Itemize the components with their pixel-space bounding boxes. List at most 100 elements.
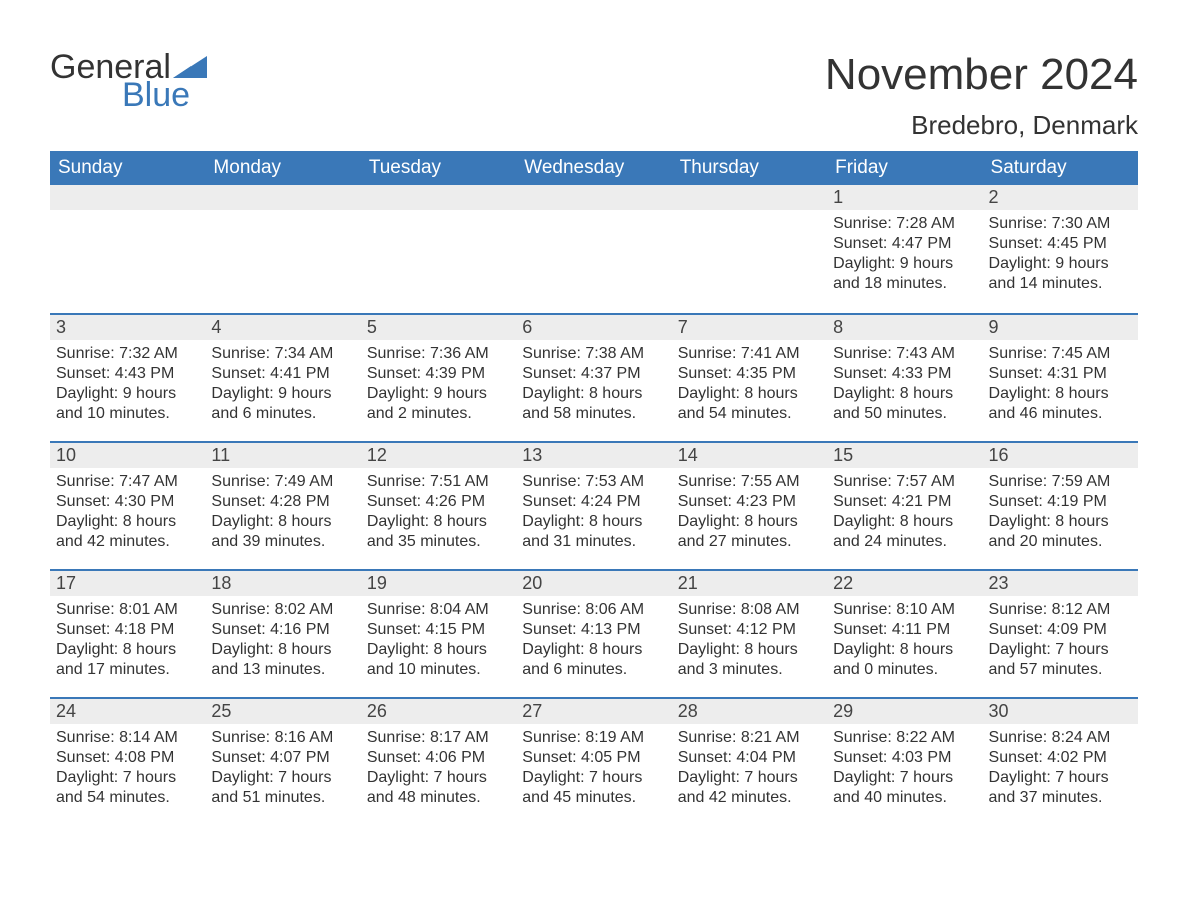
day-daylight2: and 20 minutes. [989, 532, 1132, 552]
day-number: 10 [50, 441, 205, 468]
calendar-cell: 26Sunrise: 8:17 AMSunset: 4:06 PMDayligh… [361, 697, 516, 825]
weekday-header: Thursday [672, 151, 827, 185]
logo-word2: Blue [122, 78, 207, 112]
day-sunrise: Sunrise: 7:53 AM [522, 472, 665, 492]
day-daylight1: Daylight: 8 hours [989, 384, 1132, 404]
day-sunrise: Sunrise: 8:14 AM [56, 728, 199, 748]
day-daylight1: Daylight: 7 hours [833, 768, 976, 788]
calendar-cell: 6Sunrise: 7:38 AMSunset: 4:37 PMDaylight… [516, 313, 671, 441]
day-daylight1: Daylight: 8 hours [678, 512, 821, 532]
day-details: Sunrise: 8:21 AMSunset: 4:04 PMDaylight:… [672, 724, 827, 812]
day-daylight1: Daylight: 8 hours [522, 512, 665, 532]
day-sunrise: Sunrise: 7:36 AM [367, 344, 510, 364]
day-daylight2: and 42 minutes. [678, 788, 821, 808]
calendar-cell: 18Sunrise: 8:02 AMSunset: 4:16 PMDayligh… [205, 569, 360, 697]
calendar-cell: 16Sunrise: 7:59 AMSunset: 4:19 PMDayligh… [983, 441, 1138, 569]
day-number-empty [361, 185, 516, 210]
day-daylight2: and 57 minutes. [989, 660, 1132, 680]
day-number: 22 [827, 569, 982, 596]
day-details: Sunrise: 7:30 AMSunset: 4:45 PMDaylight:… [983, 210, 1138, 298]
day-daylight2: and 37 minutes. [989, 788, 1132, 808]
day-sunrise: Sunrise: 8:04 AM [367, 600, 510, 620]
calendar-cell: 22Sunrise: 8:10 AMSunset: 4:11 PMDayligh… [827, 569, 982, 697]
calendar-cell: 15Sunrise: 7:57 AMSunset: 4:21 PMDayligh… [827, 441, 982, 569]
day-sunrise: Sunrise: 8:21 AM [678, 728, 821, 748]
day-details: Sunrise: 7:59 AMSunset: 4:19 PMDaylight:… [983, 468, 1138, 556]
day-details: Sunrise: 7:34 AMSunset: 4:41 PMDaylight:… [205, 340, 360, 428]
day-sunset: Sunset: 4:18 PM [56, 620, 199, 640]
day-details: Sunrise: 7:51 AMSunset: 4:26 PMDaylight:… [361, 468, 516, 556]
day-details: Sunrise: 8:10 AMSunset: 4:11 PMDaylight:… [827, 596, 982, 684]
calendar-row: 1Sunrise: 7:28 AMSunset: 4:47 PMDaylight… [50, 185, 1138, 313]
day-daylight2: and 50 minutes. [833, 404, 976, 424]
day-details: Sunrise: 7:43 AMSunset: 4:33 PMDaylight:… [827, 340, 982, 428]
calendar-row: 24Sunrise: 8:14 AMSunset: 4:08 PMDayligh… [50, 697, 1138, 825]
calendar-cell: 24Sunrise: 8:14 AMSunset: 4:08 PMDayligh… [50, 697, 205, 825]
day-sunset: Sunset: 4:19 PM [989, 492, 1132, 512]
day-number: 21 [672, 569, 827, 596]
day-number: 30 [983, 697, 1138, 724]
calendar-cell: 9Sunrise: 7:45 AMSunset: 4:31 PMDaylight… [983, 313, 1138, 441]
day-sunset: Sunset: 4:04 PM [678, 748, 821, 768]
day-sunrise: Sunrise: 8:17 AM [367, 728, 510, 748]
day-daylight1: Daylight: 8 hours [833, 640, 976, 660]
day-details: Sunrise: 8:24 AMSunset: 4:02 PMDaylight:… [983, 724, 1138, 812]
day-number: 5 [361, 313, 516, 340]
calendar-cell: 23Sunrise: 8:12 AMSunset: 4:09 PMDayligh… [983, 569, 1138, 697]
calendar-cell: 13Sunrise: 7:53 AMSunset: 4:24 PMDayligh… [516, 441, 671, 569]
day-daylight2: and 24 minutes. [833, 532, 976, 552]
day-sunset: Sunset: 4:06 PM [367, 748, 510, 768]
day-sunset: Sunset: 4:16 PM [211, 620, 354, 640]
calendar-cell [205, 185, 360, 313]
day-details: Sunrise: 8:08 AMSunset: 4:12 PMDaylight:… [672, 596, 827, 684]
day-details: Sunrise: 7:47 AMSunset: 4:30 PMDaylight:… [50, 468, 205, 556]
day-daylight1: Daylight: 8 hours [211, 512, 354, 532]
day-number-empty [205, 185, 360, 210]
day-number: 28 [672, 697, 827, 724]
day-number: 8 [827, 313, 982, 340]
weekday-header: Sunday [50, 151, 205, 185]
weekday-header: Friday [827, 151, 982, 185]
day-daylight2: and 39 minutes. [211, 532, 354, 552]
day-sunset: Sunset: 4:45 PM [989, 234, 1132, 254]
day-daylight1: Daylight: 8 hours [989, 512, 1132, 532]
day-daylight2: and 3 minutes. [678, 660, 821, 680]
weekday-header: Wednesday [516, 151, 671, 185]
day-daylight1: Daylight: 8 hours [678, 640, 821, 660]
day-details: Sunrise: 8:14 AMSunset: 4:08 PMDaylight:… [50, 724, 205, 812]
calendar-cell [361, 185, 516, 313]
day-sunset: Sunset: 4:15 PM [367, 620, 510, 640]
day-daylight2: and 0 minutes. [833, 660, 976, 680]
day-sunrise: Sunrise: 7:34 AM [211, 344, 354, 364]
day-number: 3 [50, 313, 205, 340]
calendar-row: 10Sunrise: 7:47 AMSunset: 4:30 PMDayligh… [50, 441, 1138, 569]
day-sunrise: Sunrise: 7:30 AM [989, 214, 1132, 234]
day-sunset: Sunset: 4:12 PM [678, 620, 821, 640]
day-daylight2: and 31 minutes. [522, 532, 665, 552]
day-sunrise: Sunrise: 8:16 AM [211, 728, 354, 748]
weekday-header: Tuesday [361, 151, 516, 185]
calendar-cell: 27Sunrise: 8:19 AMSunset: 4:05 PMDayligh… [516, 697, 671, 825]
day-details: Sunrise: 7:57 AMSunset: 4:21 PMDaylight:… [827, 468, 982, 556]
day-daylight1: Daylight: 7 hours [367, 768, 510, 788]
day-sunset: Sunset: 4:31 PM [989, 364, 1132, 384]
day-daylight2: and 42 minutes. [56, 532, 199, 552]
day-sunset: Sunset: 4:24 PM [522, 492, 665, 512]
day-daylight1: Daylight: 9 hours [56, 384, 199, 404]
day-number: 16 [983, 441, 1138, 468]
day-details: Sunrise: 8:19 AMSunset: 4:05 PMDaylight:… [516, 724, 671, 812]
day-sunrise: Sunrise: 7:51 AM [367, 472, 510, 492]
day-sunset: Sunset: 4:26 PM [367, 492, 510, 512]
calendar-cell [672, 185, 827, 313]
weekday-header: Monday [205, 151, 360, 185]
calendar-page: General Blue November 2024 Bredebro, Den… [0, 0, 1188, 855]
calendar-cell: 28Sunrise: 8:21 AMSunset: 4:04 PMDayligh… [672, 697, 827, 825]
day-sunrise: Sunrise: 8:02 AM [211, 600, 354, 620]
day-daylight2: and 13 minutes. [211, 660, 354, 680]
day-details: Sunrise: 7:38 AMSunset: 4:37 PMDaylight:… [516, 340, 671, 428]
calendar-cell [516, 185, 671, 313]
day-daylight1: Daylight: 8 hours [367, 640, 510, 660]
day-sunset: Sunset: 4:30 PM [56, 492, 199, 512]
day-daylight2: and 51 minutes. [211, 788, 354, 808]
calendar-cell: 20Sunrise: 8:06 AMSunset: 4:13 PMDayligh… [516, 569, 671, 697]
